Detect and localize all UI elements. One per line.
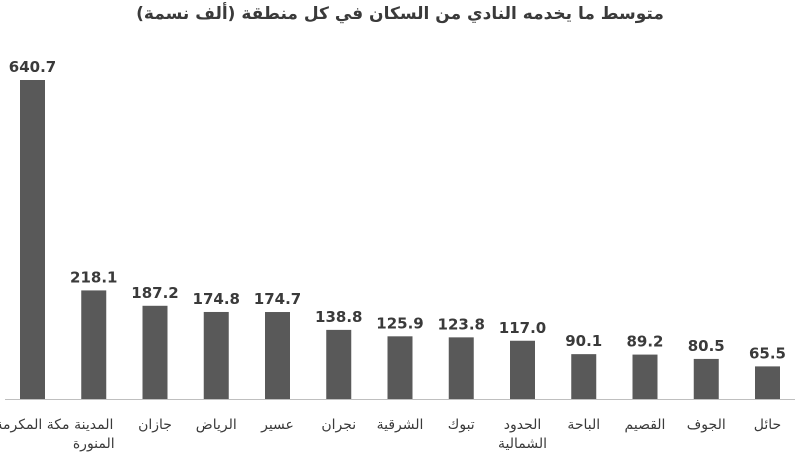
category-label: حائل: [754, 417, 781, 433]
data-label: 218.1: [70, 268, 117, 286]
data-label: 117.0: [499, 319, 546, 337]
labels-layer: 640.7 مكة المكرمة 218.1 المدينة المنورة 187.2…: [0, 58, 786, 452]
category-label: الرياض: [196, 417, 237, 433]
data-label: 89.2: [626, 333, 663, 351]
data-label: 80.5: [688, 337, 725, 355]
bar: [81, 290, 107, 399]
data-label: 174.7: [254, 290, 301, 308]
bar: [265, 312, 290, 399]
category-label: الحدود الشمالية: [498, 417, 547, 452]
bars-layer: [20, 80, 780, 399]
bar: [326, 329, 352, 399]
data-label: 123.8: [438, 315, 485, 333]
bar: [693, 358, 719, 399]
data-label: 640.7: [9, 58, 56, 76]
data-label: 187.2: [131, 284, 178, 302]
category-label: الجوف: [687, 417, 726, 433]
bar: [510, 340, 535, 399]
category-label: مكة المكرمة: [0, 417, 69, 433]
data-label: 174.8: [193, 290, 240, 308]
category-label: الشرقية: [377, 417, 424, 433]
data-label: 138.8: [315, 308, 362, 326]
bar: [632, 354, 658, 399]
data-label: 125.9: [376, 314, 423, 332]
category-label: تبوك: [448, 417, 475, 433]
chart-title: متوسط ما يخدمه النادي من السكان في كل من…: [136, 4, 664, 24]
category-label: جازان: [138, 417, 172, 433]
category-label: المدينة المنورة: [73, 417, 115, 452]
bar: [20, 80, 45, 399]
bar: [755, 366, 780, 399]
category-label: الباحة: [567, 417, 600, 433]
data-label: 65.5: [749, 344, 786, 362]
bar: [387, 336, 413, 399]
bar: [448, 337, 474, 399]
data-label: 90.1: [565, 332, 602, 350]
bar: [142, 305, 168, 399]
category-label: نجران: [321, 417, 356, 433]
category-label: عسير: [260, 417, 294, 433]
bar: [571, 354, 597, 399]
category-label: القصيم: [625, 417, 666, 433]
bar: [203, 311, 229, 399]
